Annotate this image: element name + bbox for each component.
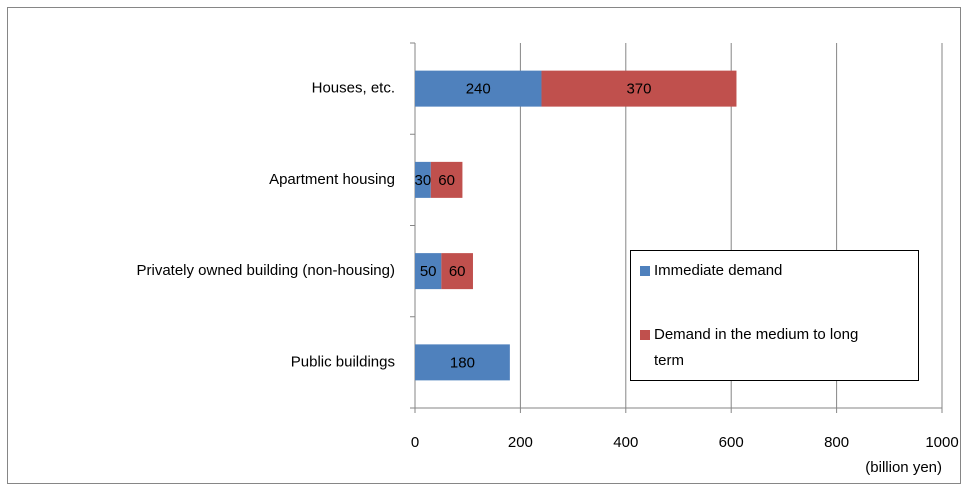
x-tick-label: 1000 — [925, 434, 958, 451]
x-tick-label: 600 — [719, 434, 744, 451]
bar-segment — [430, 161, 463, 198]
y-tick-label: Public buildings — [291, 353, 395, 370]
data-label: 370 — [626, 81, 651, 98]
y-tick-label: Apartment housing — [269, 171, 395, 188]
data-label: 50 — [420, 263, 437, 280]
data-label: 240 — [466, 81, 491, 98]
x-axis-label: (billion yen) — [865, 459, 942, 476]
bar-segment — [541, 70, 737, 107]
bar-segment — [415, 344, 510, 381]
x-tick-label: 0 — [411, 434, 419, 451]
legend-box — [630, 250, 919, 381]
legend-swatch — [640, 266, 650, 276]
bar-segment — [415, 161, 431, 198]
x-tick-label: 800 — [824, 434, 849, 451]
bar-segment — [415, 70, 542, 107]
legend-label-line: Demand in the medium to long — [654, 326, 858, 343]
legend-swatch — [640, 330, 650, 340]
data-label: 30 — [415, 172, 432, 189]
data-label: 180 — [450, 354, 475, 371]
data-label: 60 — [438, 172, 455, 189]
data-label: 60 — [449, 263, 466, 280]
legend-label: Demand in the medium to long term — [654, 326, 858, 369]
bar-segment — [415, 253, 442, 290]
legend-label-line: term — [654, 352, 684, 369]
x-tick-label: 400 — [613, 434, 638, 451]
x-tick-label: 200 — [508, 434, 533, 451]
bar-segment — [441, 253, 473, 290]
y-tick-label: Privately owned building (non-housing) — [137, 262, 396, 279]
legend-label-line: Immediate demand — [654, 262, 782, 279]
legend-label: Immediate demand — [654, 262, 782, 279]
y-tick-label: Houses, etc. — [312, 80, 395, 97]
